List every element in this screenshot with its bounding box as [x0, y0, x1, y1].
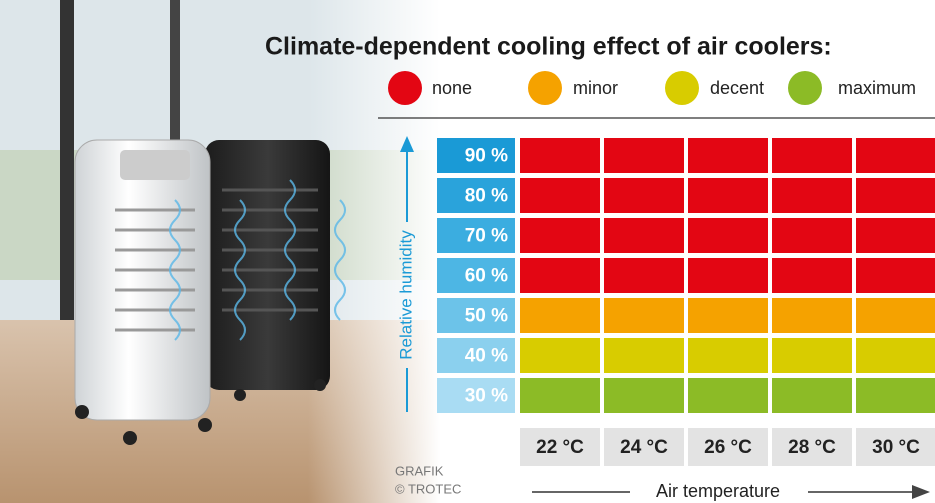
cell [604, 298, 684, 333]
cell [856, 218, 935, 253]
x-axis-label: Air temperature [656, 481, 780, 501]
cell [772, 138, 852, 173]
temperature-label: 26 °C [704, 437, 752, 458]
cell [688, 218, 768, 253]
cell [604, 138, 684, 173]
humidity-label: 60 % [465, 266, 508, 287]
legend-label: decent [710, 78, 764, 98]
y-axis-label: Relative humidity [396, 230, 415, 360]
cell [520, 258, 600, 293]
legend-label: minor [573, 78, 618, 98]
cell [856, 298, 935, 333]
cell [604, 378, 684, 413]
cell [772, 378, 852, 413]
cell [688, 258, 768, 293]
cell [688, 178, 768, 213]
cell [520, 178, 600, 213]
credit: © TROTEC [395, 481, 461, 496]
humidity-label: 30 % [465, 386, 508, 407]
cell [688, 298, 768, 333]
temperature-label: 30 °C [872, 437, 920, 458]
cell [520, 138, 600, 173]
cell [772, 338, 852, 373]
title: Climate-dependent cooling effect of air … [265, 33, 832, 61]
humidity-label: 50 % [465, 306, 508, 327]
legend-label: none [432, 78, 472, 98]
humidity-label: 90 % [465, 146, 508, 167]
temperature-label: 28 °C [788, 437, 836, 458]
cell [856, 138, 935, 173]
cell [520, 338, 600, 373]
cell [688, 338, 768, 373]
credit: GRAFIK [395, 463, 444, 478]
cell [856, 178, 935, 213]
cell [520, 298, 600, 333]
cell [856, 258, 935, 293]
cell [520, 378, 600, 413]
temperature-label: 24 °C [620, 437, 668, 458]
legend-swatch [528, 71, 562, 105]
humidity-label: 70 % [465, 226, 508, 247]
cell [520, 218, 600, 253]
legend-swatch [388, 71, 422, 105]
legend-label: maximum [838, 78, 916, 98]
cell [688, 138, 768, 173]
cell [604, 178, 684, 213]
humidity-label: 80 % [465, 186, 508, 207]
cell [772, 178, 852, 213]
cell [856, 378, 935, 413]
cell [772, 298, 852, 333]
cell [688, 378, 768, 413]
page: Climate-dependent cooling effect of air … [0, 0, 935, 503]
cell [604, 258, 684, 293]
cell [772, 258, 852, 293]
cell [604, 218, 684, 253]
legend-swatch [788, 71, 822, 105]
humidity-label: 40 % [465, 346, 508, 367]
temperature-label: 22 °C [536, 437, 584, 458]
cell [604, 338, 684, 373]
cell [856, 338, 935, 373]
cell [772, 218, 852, 253]
legend-swatch [665, 71, 699, 105]
photo [0, 0, 440, 503]
